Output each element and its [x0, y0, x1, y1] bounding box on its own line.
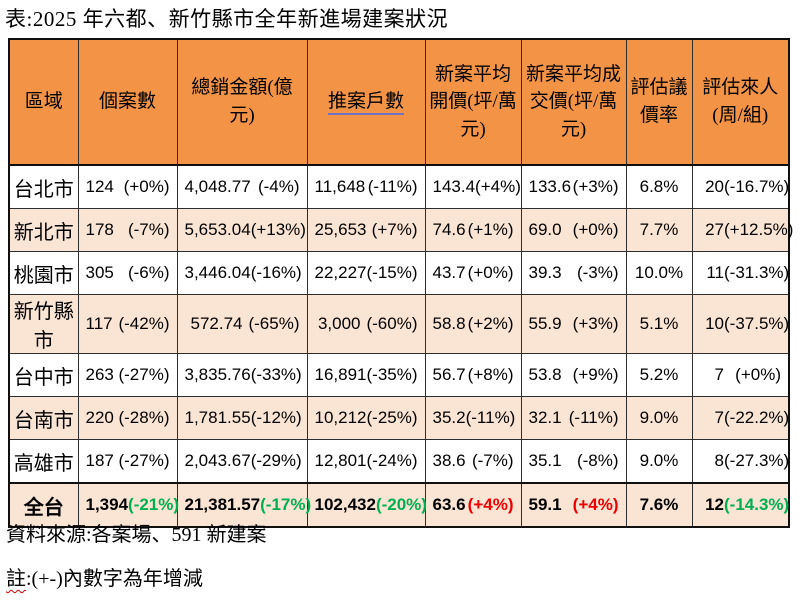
legend-note: 註:(+-)內數字為年增減 [6, 562, 203, 591]
data-source-note: 資料來源:各案場、591 新建案 [6, 524, 267, 546]
housing-stats-table: 區域 個案數 總銷金額(億元) 推案戶數 新案平均開價(坪/萬元) 新案平均成交價(坪/萬… [8, 38, 793, 528]
value-cell: 7 (-22.2%) [691, 396, 790, 440]
value-cell: 27 (+12.5%) [691, 208, 793, 252]
table-row: 新竹縣市 117 (-42%) 572.74 (-65%) 3,000 (-60%) 58.8… [8, 294, 790, 354]
column-header: 區域 [8, 38, 79, 166]
value-cell: 10 (-37.5%) [691, 294, 790, 354]
value-cell: 1,394 (-21%) [77, 482, 179, 528]
value-cell: 6.8% [625, 164, 693, 209]
value-cell: 43.7 (+0%) [424, 251, 522, 295]
value-cell: 305 (-6%) [77, 251, 178, 295]
value-cell: 10.0% [625, 251, 693, 295]
value-cell: 263 (-27%) [77, 353, 178, 397]
value-cell: 11 (-31.3%) [691, 251, 790, 295]
value-cell: 53.8 (+9%) [520, 353, 627, 397]
value-cell: 2,043.67 (-29%) [176, 439, 308, 484]
column-header: 評估來人(周/組) [691, 38, 790, 166]
value-cell: 3,446.04 (-16%) [176, 251, 308, 295]
value-cell: 20 (-16.7%) [691, 164, 790, 209]
column-header: 評估議價率 [625, 38, 693, 166]
region-cell: 新竹縣市 [8, 294, 79, 354]
value-cell: 178 (-7%) [77, 208, 178, 252]
value-cell: 74.6 (+1%) [424, 208, 522, 252]
region-cell: 高雄市 [8, 439, 79, 484]
table-row: 全台 1,394 (-21%) 21,381.57 (-17%) 102,432 (-20%… [8, 482, 790, 528]
column-header: 新案平均開價(坪/萬元) [424, 38, 522, 166]
column-header: 推案戶數 [306, 38, 426, 166]
value-cell: 11,648 (-11%) [306, 164, 426, 209]
value-cell: 7.6% [625, 482, 693, 528]
table-row: 桃園市 305 (-6%) 3,446.04 (-16%) 22,227 (-15%) 43.… [8, 251, 790, 295]
value-cell: 9.0% [625, 396, 693, 440]
value-cell: 39.3 (-3%) [520, 251, 627, 295]
column-header: 個案數 [77, 38, 178, 166]
value-cell: 22,227 (-15%) [306, 251, 426, 295]
column-header: 新案平均成交價(坪/萬元) [520, 38, 627, 166]
value-cell: 12 (-14.3%) [691, 482, 790, 528]
region-cell: 台中市 [8, 353, 79, 397]
region-cell: 全台 [8, 482, 79, 528]
value-cell: 35.2 (-11%) [424, 396, 522, 440]
value-cell: 133.6 (+3%) [520, 164, 627, 209]
value-cell: 4,048.77 (-4%) [176, 164, 308, 209]
value-cell: 58.8 (+2%) [424, 294, 522, 354]
value-cell: 187 (-27%) [77, 439, 178, 484]
value-cell: 5.2% [625, 353, 693, 397]
value-cell: 21,381.57 (-17%) [176, 482, 311, 528]
table-row: 新北市 178 (-7%) 5,653.04 (+13%) 25,653 (+7%) 74.6… [8, 208, 793, 252]
value-cell: 12,801 (-24%) [306, 439, 426, 484]
region-cell: 新北市 [8, 208, 79, 252]
value-cell: 124 (+0%) [77, 164, 178, 209]
column-header: 總銷金額(億元) [176, 38, 308, 166]
value-cell: 59.1 (+4%) [520, 482, 627, 528]
region-cell: 桃園市 [8, 251, 79, 295]
value-cell: 3,000 (-60%) [306, 294, 426, 354]
value-cell: 35.1 (-8%) [520, 439, 627, 484]
region-cell: 台北市 [8, 164, 79, 209]
value-cell: 102,432 (-20%) [306, 482, 427, 528]
value-cell: 5.1% [625, 294, 693, 354]
table-row: 高雄市 187 (-27%) 2,043.67 (-29%) 12,801 (-24%) 38… [8, 439, 790, 484]
region-cell: 台南市 [8, 396, 79, 440]
value-cell: 16,891 (-35%) [306, 353, 426, 397]
value-cell: 7 (+0%) [691, 353, 790, 397]
value-cell: 1,781.55 (-12%) [176, 396, 308, 440]
value-cell: 56.7 (+8%) [424, 353, 522, 397]
value-cell: 220 (-28%) [77, 396, 178, 440]
legend-note-head: 註 [6, 568, 26, 590]
value-cell: 38.6 (-7%) [424, 439, 522, 484]
table-body: 台北市 124 (+0%) 4,048.77 (-4%) 11,648 (-11%) 143.… [8, 164, 793, 528]
header-row: 區域 個案數 總銷金額(億元) 推案戶數 新案平均開價(坪/萬元) 新案平均成交價(坪/萬… [8, 38, 790, 166]
legend-note-rest: :(+-)內數字為年增減 [26, 568, 203, 590]
value-cell: 69.0 (+0%) [520, 208, 627, 252]
value-cell: 3,835.76 (-33%) [176, 353, 308, 397]
value-cell: 572.74 (-65%) [176, 294, 308, 354]
value-cell: 9.0% [625, 439, 693, 484]
value-cell: 7.7% [625, 208, 693, 252]
value-cell: 117 (-42%) [77, 294, 178, 354]
value-cell: 63.6 (+4%) [424, 482, 522, 528]
table-row: 台北市 124 (+0%) 4,048.77 (-4%) 11,648 (-11%) 143.… [8, 164, 790, 209]
table-row: 台南市 220 (-28%) 1,781.55 (-12%) 10,212 (-25%) 35… [8, 396, 790, 440]
table-title: 表:2025 年六都、新竹縣市全年新進場建案狀況 [5, 7, 449, 31]
value-cell: 10,212 (-25%) [306, 396, 426, 440]
value-cell: 143.4 (+4%) [424, 164, 522, 209]
value-cell: 8 (-27.3%) [691, 439, 790, 484]
value-cell: 32.1 (-11%) [520, 396, 627, 440]
value-cell: 25,653 (+7%) [306, 208, 426, 252]
value-cell: 5,653.04 (+13%) [176, 208, 308, 252]
value-cell: 55.9 (+3%) [520, 294, 627, 354]
table-row: 台中市 263 (-27%) 3,835.76 (-33%) 16,891 (-35%) 56… [8, 353, 790, 397]
